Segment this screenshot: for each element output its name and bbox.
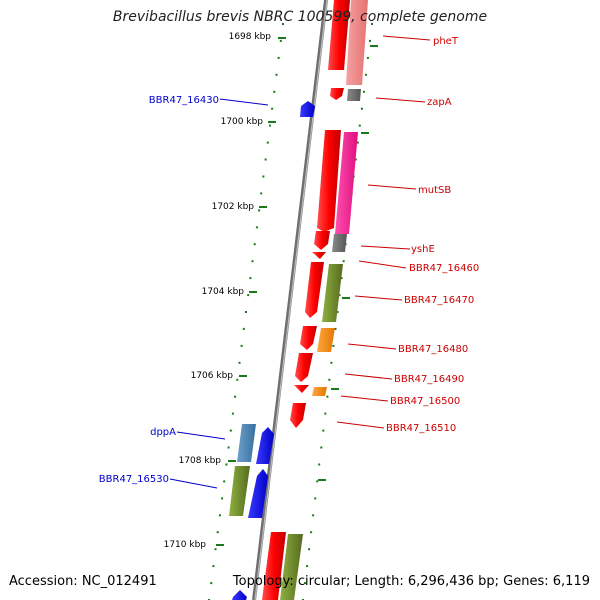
kbp-tick-label: 1706 kbp: [191, 371, 234, 381]
gene-label-bbr47-16430[interactable]: BBR47_16430: [149, 95, 219, 106]
kbp-tick-label: 1698 kbp: [229, 32, 272, 42]
genome-summary: Topology: circular; Length: 6,296,436 bp…: [232, 574, 590, 589]
gene-feature[interactable]: [294, 385, 309, 393]
kbp-scale: 1698 kbp 1700 kbp 1702 kbp 1704 kbp 1706…: [164, 32, 286, 550]
forward-strand-features: [262, 0, 368, 600]
gene-feature[interactable]: [300, 101, 315, 117]
gene-feature[interactable]: [346, 0, 368, 85]
gene-feature[interactable]: [262, 532, 286, 600]
gene-feature[interactable]: [328, 0, 350, 70]
gene-feature[interactable]: [314, 231, 330, 250]
gene-feature[interactable]: [300, 326, 317, 350]
kbp-tick-label: 1704 kbp: [202, 287, 245, 297]
gene-feature[interactable]: [317, 328, 335, 352]
gene-label-mutsb[interactable]: mutSB: [418, 185, 451, 196]
gene-label-dppa[interactable]: dppA: [150, 427, 176, 438]
gene-feature[interactable]: [290, 403, 306, 428]
gene-feature[interactable]: [330, 88, 344, 100]
right-gene-labels: pheT zapA mutSB yshE BBR47_16460 BBR47_1…: [386, 36, 479, 434]
gene-feature[interactable]: [256, 427, 274, 464]
gene-label-phet[interactable]: pheT: [433, 36, 459, 47]
genome-backbone-highlight: [254, 0, 328, 600]
kbp-tick-label: 1702 kbp: [212, 202, 255, 212]
tick-track-inner: [208, 23, 284, 600]
genome-backbone: [252, 0, 328, 600]
gene-label-zapa[interactable]: zapA: [427, 97, 452, 108]
gene-feature[interactable]: [332, 234, 347, 252]
gene-label-bbr47-16500[interactable]: BBR47_16500: [390, 396, 460, 407]
gene-feature[interactable]: [305, 262, 324, 318]
gene-label-bbr47-16470[interactable]: BBR47_16470: [404, 295, 474, 306]
gene-feature[interactable]: [229, 466, 250, 516]
kbp-tick-label: 1708 kbp: [179, 456, 222, 466]
gene-feature[interactable]: [295, 353, 313, 382]
gene-label-bbr47-16490[interactable]: BBR47_16490: [394, 374, 464, 385]
gene-label-bbr47-16510[interactable]: BBR47_16510: [386, 423, 456, 434]
gene-label-yshe[interactable]: yshE: [411, 244, 435, 255]
left-gene-labels: BBR47_16430 dppA BBR47_16530: [99, 95, 219, 485]
outer-ring-dashes: [318, 45, 378, 481]
gene-feature[interactable]: [317, 130, 341, 232]
map-title: Brevibacillus brevis NBRC 100599, comple…: [112, 9, 488, 25]
gene-label-bbr47-16480[interactable]: BBR47_16480: [398, 344, 468, 355]
kbp-tick-label: 1700 kbp: [221, 117, 264, 127]
gene-feature[interactable]: [232, 590, 247, 600]
gene-feature[interactable]: [312, 387, 327, 396]
gene-feature[interactable]: [322, 264, 343, 322]
gene-feature[interactable]: [237, 424, 256, 462]
gene-feature[interactable]: [312, 252, 326, 259]
gene-feature[interactable]: [335, 132, 358, 234]
gene-label-bbr47-16530[interactable]: BBR47_16530: [99, 474, 169, 485]
reverse-strand-features: [229, 101, 315, 600]
accession-label: Accession: NC_012491: [9, 574, 157, 589]
gene-feature[interactable]: [280, 534, 303, 600]
gene-feature[interactable]: [347, 89, 361, 101]
left-label-leaders: [169, 98, 269, 489]
gene-label-bbr47-16460[interactable]: BBR47_16460: [409, 263, 479, 274]
gene-feature[interactable]: [248, 469, 268, 518]
right-label-leaders: [336, 35, 431, 429]
kbp-tick-label: 1710 kbp: [164, 540, 207, 550]
